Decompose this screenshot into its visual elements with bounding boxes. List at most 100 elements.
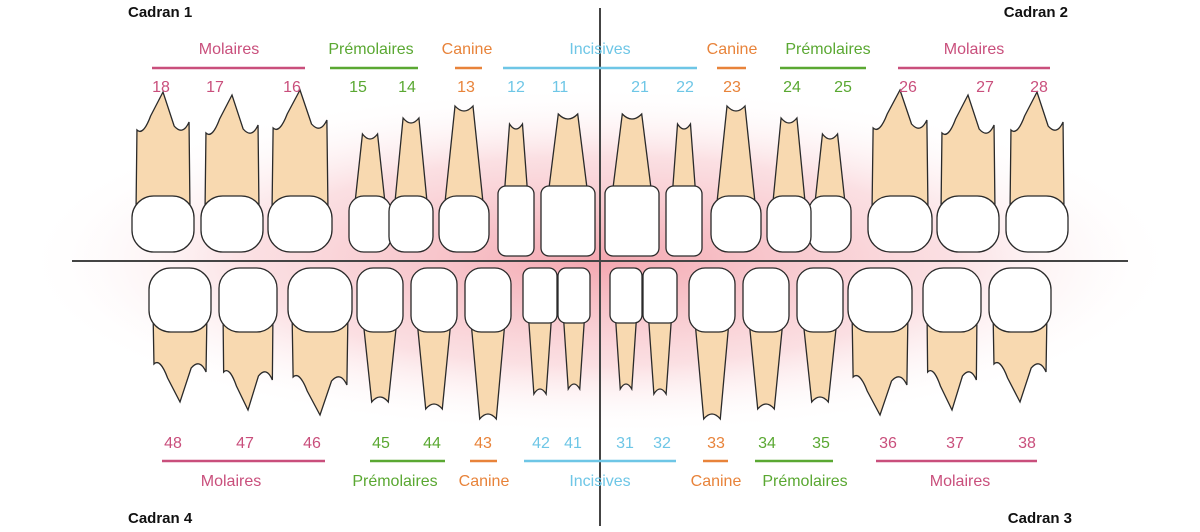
group-label: Molaires	[930, 473, 990, 490]
tooth-crown	[267, 195, 333, 253]
tooth-crown	[867, 195, 933, 253]
tooth-crown	[200, 195, 264, 253]
tooth-number: 17	[206, 79, 224, 96]
tooth-number: 13	[457, 79, 475, 96]
tooth-crown	[688, 267, 736, 333]
group-label: Canine	[459, 473, 510, 490]
tooth-crown	[464, 267, 512, 333]
quadrant-label: Cadran 3	[1008, 510, 1072, 527]
tooth-number: 45	[372, 435, 390, 452]
tooth-number: 32	[653, 435, 671, 452]
tooth-crown	[922, 267, 982, 333]
tooth-number: 25	[834, 79, 852, 96]
tooth-number: 42	[532, 435, 550, 452]
tooth-crown	[410, 267, 458, 333]
tooth-number: 28	[1030, 79, 1048, 96]
tooth-number: 46	[303, 435, 321, 452]
tooth-crown	[642, 267, 678, 324]
tooth-number: 34	[758, 435, 776, 452]
tooth-crown	[438, 195, 490, 253]
tooth-root	[747, 309, 785, 411]
tooth-number: 14	[398, 79, 416, 96]
tooth-number: 47	[236, 435, 254, 452]
tooth-root	[527, 309, 553, 397]
tooth-number: 31	[616, 435, 634, 452]
tooth-number: 16	[283, 79, 301, 96]
tooth-crown	[497, 185, 535, 257]
tooth-crown	[540, 185, 596, 257]
quadrant-label: Cadran 1	[128, 4, 192, 21]
tooth-number: 44	[423, 435, 441, 452]
tooth-root	[771, 116, 807, 213]
group-label: Canine	[442, 41, 493, 58]
tooth-root	[361, 309, 399, 404]
tooth-crown	[218, 267, 278, 333]
tooth-root	[204, 93, 260, 213]
tooth-number: 22	[676, 79, 694, 96]
tooth-number: 15	[349, 79, 367, 96]
tooth-number: 36	[879, 435, 897, 452]
tooth-crown	[847, 267, 913, 333]
tooth-crown	[131, 195, 195, 253]
tooth-root	[469, 309, 507, 421]
tooth-crown	[388, 195, 434, 253]
tooth-crown	[609, 267, 643, 324]
tooth-crown	[1005, 195, 1069, 253]
tooth-crown	[742, 267, 790, 333]
tooth-number: 27	[976, 79, 994, 96]
tooth-root	[415, 309, 453, 411]
tooth-number: 21	[631, 79, 649, 96]
group-label: Molaires	[944, 41, 1004, 58]
tooth-root	[393, 116, 429, 213]
tooth-number: 41	[564, 435, 582, 452]
tooth-root	[693, 309, 731, 421]
group-label: Prémolaires	[352, 473, 437, 490]
group-label: Canine	[691, 473, 742, 490]
group-label: Prémolaires	[762, 473, 847, 490]
tooth-crown	[557, 267, 591, 324]
tooth-crown	[522, 267, 558, 324]
tooth-root	[614, 309, 638, 392]
tooth-root	[992, 309, 1048, 404]
tooth-root	[562, 309, 586, 392]
tooth-crown	[356, 267, 404, 333]
tooth-root	[353, 132, 387, 213]
tooth-number: 12	[507, 79, 525, 96]
tooth-crown	[796, 267, 844, 333]
group-label: Molaires	[201, 473, 261, 490]
tooth-root	[926, 309, 978, 412]
tooth-root	[715, 104, 757, 213]
tooth-root	[222, 309, 274, 412]
group-label: Incisives	[569, 41, 630, 58]
labels: Molaires 18 17 16 Prémolaires 15 14 Canine 13 Inc…	[152, 41, 1050, 490]
tooth-number: 33	[707, 435, 725, 452]
tooth-root	[1009, 90, 1065, 213]
tooth-number: 35	[812, 435, 830, 452]
tooth-root	[801, 309, 839, 404]
tooth-crown	[808, 195, 852, 253]
tooth-number: 43	[474, 435, 492, 452]
tooth-number: 48	[164, 435, 182, 452]
tooth-crown	[604, 185, 660, 257]
quadrant-label: Cadran 4	[128, 510, 193, 527]
tooth-number: 38	[1018, 435, 1036, 452]
tooth-number: 23	[723, 79, 741, 96]
tooth-crown	[665, 185, 703, 257]
tooth-root	[871, 88, 929, 213]
tooth-crown	[148, 267, 212, 333]
tooth-root	[851, 309, 909, 417]
group-label: Prémolaires	[328, 41, 413, 58]
tooth-root	[135, 90, 191, 213]
tooth-crown	[348, 195, 392, 253]
group-label: Incisives	[569, 473, 630, 490]
tooth-root	[152, 309, 208, 404]
tooth-crown	[988, 267, 1052, 333]
tooth-root	[940, 93, 996, 213]
tooth-root	[813, 132, 847, 213]
tooth-root	[271, 88, 329, 213]
tooth-number: 11	[552, 79, 569, 96]
tooth-number: 18	[152, 79, 170, 96]
group-label: Molaires	[199, 41, 259, 58]
tooth-crown	[710, 195, 762, 253]
